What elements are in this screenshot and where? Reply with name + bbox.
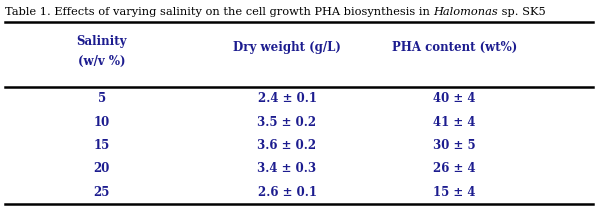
Text: Halomonas: Halomonas	[434, 7, 498, 17]
Text: 10: 10	[93, 116, 110, 129]
Text: 3.6 ± 0.2: 3.6 ± 0.2	[258, 139, 316, 152]
Text: 5: 5	[97, 92, 106, 105]
Text: sp. SK5: sp. SK5	[498, 7, 546, 17]
Text: 20: 20	[93, 162, 110, 175]
Text: 41 ± 4: 41 ± 4	[433, 116, 476, 129]
Text: 3.5 ± 0.2: 3.5 ± 0.2	[258, 116, 316, 129]
Text: (w/v %): (w/v %)	[78, 55, 126, 68]
Text: Dry weight (g/L): Dry weight (g/L)	[233, 41, 341, 54]
Text: 40 ± 4: 40 ± 4	[433, 92, 476, 105]
Text: Table 1. Effects of varying salinity on the cell growth PHA biosynthesis in: Table 1. Effects of varying salinity on …	[5, 7, 434, 17]
Text: 15 ± 4: 15 ± 4	[433, 186, 476, 199]
Text: 30 ± 5: 30 ± 5	[433, 139, 476, 152]
Text: 2.4 ± 0.1: 2.4 ± 0.1	[258, 92, 316, 105]
Text: 2.6 ± 0.1: 2.6 ± 0.1	[258, 186, 316, 199]
Text: Salinity: Salinity	[77, 35, 127, 48]
Text: 26 ± 4: 26 ± 4	[433, 162, 476, 175]
Text: 25: 25	[93, 186, 110, 199]
Text: 15: 15	[93, 139, 110, 152]
Text: PHA content (wt%): PHA content (wt%)	[392, 41, 517, 54]
Text: 3.4 ± 0.3: 3.4 ± 0.3	[258, 162, 316, 175]
